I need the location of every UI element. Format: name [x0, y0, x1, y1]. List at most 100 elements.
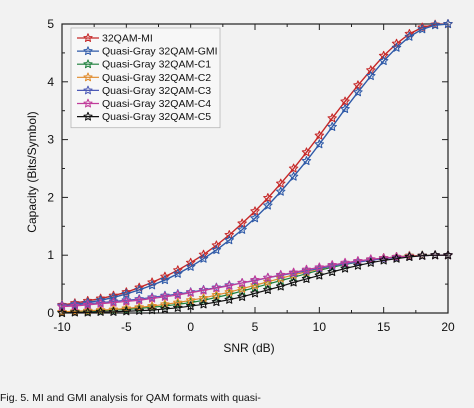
series-point-0 — [391, 38, 402, 48]
series-point-3 — [160, 299, 170, 309]
series-point-5 — [147, 293, 157, 303]
series-point-0 — [430, 19, 440, 29]
series-point-0 — [211, 240, 222, 250]
series-point-6 — [430, 250, 440, 260]
legend-label: Quasi-Gray 32QAM-C2 — [102, 72, 211, 84]
y-tick-label: 2 — [47, 190, 54, 204]
series-point-0 — [198, 249, 209, 259]
series-point-4 — [160, 290, 170, 300]
legend-marker — [83, 111, 93, 121]
y-tick-label: 4 — [47, 75, 54, 89]
series-point-5 — [276, 269, 286, 279]
series-point-1 — [340, 104, 350, 114]
series-point-3 — [147, 301, 157, 311]
series-point-6 — [288, 277, 299, 287]
series-point-6 — [211, 297, 222, 307]
series-point-1 — [366, 71, 376, 81]
series-point-5 — [108, 297, 119, 307]
series-point-5 — [314, 262, 325, 272]
series-point-6 — [160, 304, 170, 314]
series-point-5 — [95, 298, 106, 308]
series-point-0 — [147, 277, 157, 287]
series-point-6 — [95, 306, 106, 316]
series-point-0 — [276, 178, 286, 188]
series-point-5 — [250, 275, 260, 285]
series-point-6 — [121, 306, 132, 316]
series-point-4 — [173, 289, 183, 299]
x-tick-label: 0 — [187, 320, 194, 334]
series-point-6 — [250, 288, 260, 298]
series-line-5 — [61, 254, 448, 308]
series-point-6 — [147, 305, 157, 315]
legend-label: Quasi-Gray 32QAM-C3 — [102, 85, 211, 97]
series-point-6 — [353, 260, 363, 270]
legend-label: Quasi-Gray 32QAM-C4 — [102, 98, 211, 110]
series-point-4 — [121, 295, 132, 305]
y-axis-label: Capacity (Bits/Symbol) — [25, 111, 39, 232]
series-point-5 — [366, 254, 376, 264]
series-point-1 — [263, 200, 273, 210]
series-point-1 — [198, 253, 209, 263]
series-point-0 — [160, 271, 170, 281]
y-tick-label: 5 — [47, 17, 54, 31]
series-point-6 — [391, 253, 402, 263]
series-point-5 — [404, 251, 415, 261]
series-point-0 — [263, 193, 273, 203]
series-point-5 — [263, 272, 273, 282]
series-point-6 — [314, 270, 325, 280]
series-point-5 — [224, 280, 234, 290]
series-point-1 — [276, 186, 286, 196]
series-point-6 — [301, 273, 312, 283]
series-point-6 — [327, 267, 337, 277]
series-point-1 — [288, 171, 299, 181]
series-point-0 — [404, 28, 415, 38]
legend-label: Quasi-Gray 32QAM-GMI — [102, 46, 218, 58]
series-point-3 — [250, 280, 260, 290]
x-tick-label: 20 — [441, 320, 455, 334]
legend-label: Quasi-Gray 32QAM-C1 — [102, 59, 211, 71]
x-axis-label: SNR (dB) — [223, 341, 274, 355]
x-tick-label: -10 — [53, 320, 71, 334]
legend-marker — [83, 33, 93, 42]
series-point-1 — [134, 284, 144, 294]
series-point-4 — [70, 299, 80, 309]
figure-caption: Fig. 5. MI and GMI analysis for QAM form… — [0, 392, 261, 404]
series-point-5 — [211, 283, 222, 293]
series-point-0 — [301, 147, 312, 157]
series-point-5 — [353, 256, 363, 266]
series-point-1 — [224, 235, 234, 245]
series-point-6 — [378, 255, 389, 265]
y-tick-label: 0 — [47, 306, 54, 320]
series-point-6 — [224, 294, 234, 304]
series-point-3 — [263, 276, 273, 286]
series-point-1 — [327, 121, 337, 131]
series-point-6 — [83, 307, 93, 317]
series-point-5 — [237, 278, 247, 288]
series-point-1 — [430, 20, 440, 30]
series-point-5 — [301, 264, 312, 274]
series-point-6 — [366, 257, 376, 267]
series-point-1 — [160, 275, 170, 285]
series-point-1 — [147, 280, 157, 290]
x-tick-label: 10 — [313, 320, 327, 334]
series-point-6 — [108, 306, 119, 316]
series-point-0 — [327, 113, 337, 123]
y-tick-label: 1 — [47, 248, 54, 262]
series-point-6 — [173, 302, 183, 312]
series-point-1 — [391, 42, 402, 52]
series-point-1 — [211, 245, 222, 255]
series-point-3 — [224, 287, 234, 297]
series-point-0 — [185, 257, 196, 267]
series-point-1 — [250, 213, 260, 223]
series-point-1 — [353, 87, 363, 97]
legend-marker — [83, 46, 93, 56]
series-point-5 — [160, 291, 170, 301]
series-point-4 — [198, 284, 209, 294]
series-point-5 — [327, 260, 337, 270]
series-point-0 — [314, 130, 325, 140]
series-point-6 — [70, 307, 80, 317]
series-point-6 — [198, 299, 209, 309]
series-point-0 — [288, 163, 299, 173]
